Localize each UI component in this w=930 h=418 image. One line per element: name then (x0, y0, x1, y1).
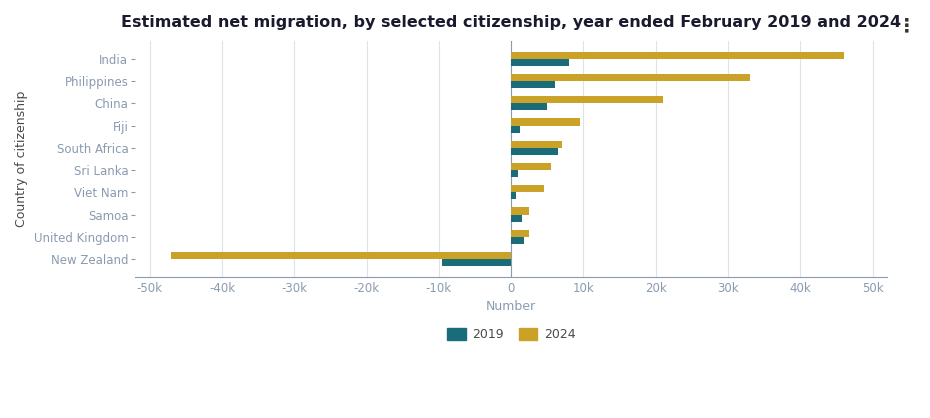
Bar (512, 81, 554, 88)
Bar (512, 74, 750, 81)
Bar (512, 170, 518, 177)
Y-axis label: Country of citizenship: Country of citizenship (15, 91, 28, 227)
Bar (512, 214, 522, 222)
Bar (512, 230, 529, 237)
Bar (443, 259, 512, 266)
Bar (512, 51, 844, 59)
Bar (512, 185, 544, 192)
Bar (512, 148, 558, 155)
X-axis label: Number: Number (486, 301, 537, 314)
Bar (512, 118, 579, 125)
Bar (512, 96, 663, 103)
Bar (512, 141, 562, 148)
Text: ⋮: ⋮ (897, 17, 916, 36)
Title: Estimated net migration, by selected citizenship, year ended February 2019 and 2: Estimated net migration, by selected cit… (121, 15, 901, 30)
Bar (171, 252, 512, 259)
Bar (512, 163, 551, 170)
Bar (512, 125, 520, 133)
Bar (512, 237, 525, 244)
Bar (512, 59, 569, 66)
Legend: 2019, 2024: 2019, 2024 (442, 323, 580, 346)
Bar (512, 207, 529, 214)
Bar (512, 192, 516, 199)
Bar (512, 103, 548, 110)
